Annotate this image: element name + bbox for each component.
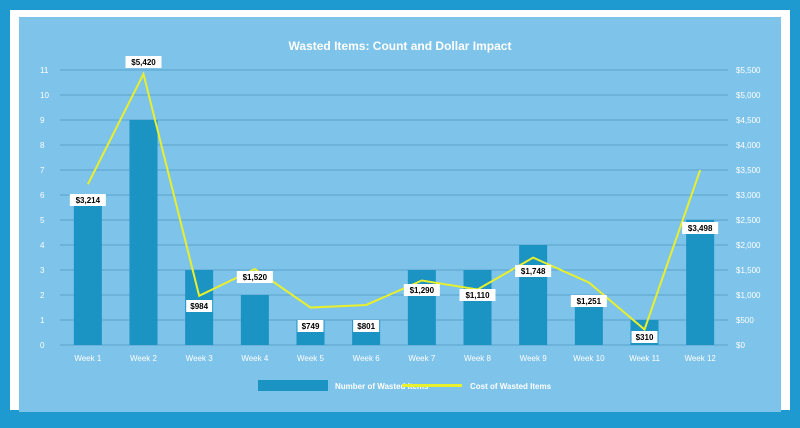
- x-tick: Week 8: [464, 354, 492, 363]
- y-left-tick: 6: [40, 191, 45, 200]
- line-series: [86, 71, 702, 332]
- legend-swatch-bars: [258, 380, 328, 391]
- bar: [519, 245, 548, 345]
- y-left-tick: 3: [40, 266, 45, 275]
- y-left-tick: 4: [40, 241, 45, 250]
- legend-label-line: Cost of Wasted Items: [470, 382, 552, 391]
- data-label-box: [515, 265, 552, 277]
- x-tick: Week 2: [130, 354, 158, 363]
- data-label-box: [631, 331, 658, 343]
- data-label: $1,520: [243, 273, 268, 282]
- data-label-box: [353, 320, 380, 332]
- data-label: $1,748: [521, 267, 546, 276]
- data-label: $3,498: [688, 224, 713, 233]
- bar: [240, 295, 269, 345]
- data-label-box: [69, 194, 106, 206]
- y-right-tick: $3,500: [736, 166, 761, 175]
- y-left-tick: 0: [40, 341, 45, 350]
- y-right-tick: $4,500: [736, 116, 761, 125]
- chart-title: Wasted Items: Count and Dollar Impact: [289, 39, 512, 53]
- y-left-tick: 9: [40, 116, 45, 125]
- legend: Number of Wasted Items Cost of Wasted It…: [258, 380, 552, 391]
- y-left-tick: 11: [40, 66, 49, 75]
- data-label: $3,214: [76, 196, 101, 205]
- y-left-tick: 8: [40, 141, 45, 150]
- y-right-tick: $3,000: [736, 191, 761, 200]
- y-right-tick: $500: [736, 316, 754, 325]
- data-label-box: [570, 295, 607, 307]
- data-label-box: [186, 300, 213, 312]
- data-label: $749: [302, 322, 320, 331]
- y-right-tick: $2,500: [736, 216, 761, 225]
- y-right-tick: $5,500: [736, 66, 761, 75]
- gridlines: [60, 69, 728, 346]
- data-label: $984: [190, 302, 208, 311]
- y-left-tick: 2: [40, 291, 45, 300]
- data-label: $1,251: [577, 297, 602, 306]
- data-label: $310: [636, 333, 654, 342]
- data-label-box: [236, 271, 273, 283]
- data-label-box: [459, 289, 496, 301]
- y-right-tick: $4,000: [736, 141, 761, 150]
- y-left-tick: 5: [40, 216, 45, 225]
- x-tick: Week 11: [629, 354, 660, 363]
- bar-series: [73, 120, 715, 345]
- y-right-tick: $1,500: [736, 266, 761, 275]
- x-tick: Week 10: [573, 354, 605, 363]
- x-tick: Week 7: [408, 354, 436, 363]
- x-tick: Week 6: [353, 354, 381, 363]
- x-tick: Week 9: [520, 354, 548, 363]
- legend-label-bars: Number of Wasted Items: [335, 382, 429, 391]
- bar: [686, 220, 715, 345]
- data-label: $5,420: [131, 58, 156, 67]
- data-label: $1,110: [465, 291, 490, 300]
- x-tick: Week 5: [297, 354, 325, 363]
- data-label-box: [297, 320, 324, 332]
- data-label: $1,290: [410, 286, 435, 295]
- data-label-box: [403, 284, 440, 296]
- bar: [73, 195, 102, 345]
- bar: [463, 270, 492, 345]
- y-right-tick: $2,000: [736, 241, 761, 250]
- data-label-box: [682, 222, 719, 234]
- x-tick: Week 4: [241, 354, 269, 363]
- y-right-tick: $0: [736, 341, 745, 350]
- data-label-box: [125, 56, 162, 68]
- legend-swatch-line: [402, 384, 462, 387]
- y-left-tick: 1: [40, 316, 45, 325]
- axis-ticks: 0 $0 1 $500 2 $1,000 3 $1,500 4 $2,000 5 $2,500 6 $3,…: [40, 66, 761, 363]
- x-tick: Week 12: [684, 354, 716, 363]
- y-right-tick: $1,000: [736, 291, 761, 300]
- y-left-tick: 7: [40, 166, 45, 175]
- x-tick: Week 3: [186, 354, 214, 363]
- bar: [129, 120, 158, 345]
- y-left-tick: 10: [40, 91, 49, 100]
- cost-line: [86, 71, 702, 332]
- data-labels: $3,214 $5,420 $984 $1,520 $749 $801 $1,290 $1,1…: [69, 56, 719, 343]
- x-tick: Week 1: [74, 354, 102, 363]
- data-label: $801: [357, 322, 375, 331]
- y-right-tick: $5,000: [736, 91, 761, 100]
